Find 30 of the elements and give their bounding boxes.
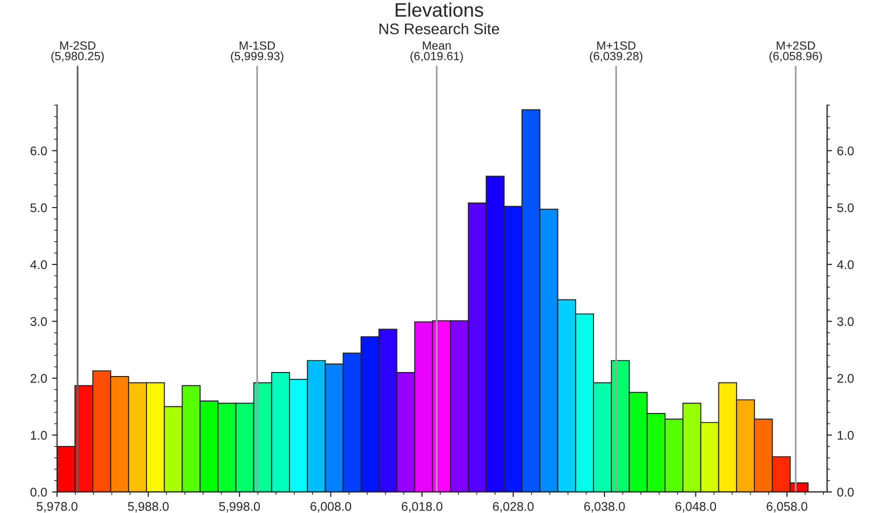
y2-tick-label: 0.0 <box>837 488 854 497</box>
x-tick-label: 5,988.0 <box>128 502 169 512</box>
y2-tick-label: 6.0 <box>837 146 854 156</box>
x-tick-label: 6,008.0 <box>310 502 352 512</box>
y2-tick-label: 5.0 <box>837 203 854 212</box>
x-tick-label: 5,978.0 <box>36 502 78 512</box>
x-tick-label: 6,048.0 <box>675 502 716 512</box>
y2-tick-label: 1.0 <box>838 430 854 440</box>
y-tick-label: 3.0 <box>30 317 47 326</box>
y2-tick-label: 2.0 <box>837 374 854 383</box>
y2-tick-label: 3.0 <box>837 317 854 326</box>
y-tick-label: 4.0 <box>30 260 47 270</box>
x-tick-label: 6,038.0 <box>584 502 625 512</box>
ref-line-label: M+2SD (6,058.96) <box>770 41 822 63</box>
y-tick-label: 2.0 <box>30 374 47 383</box>
y-tick-label: 1.0 <box>30 430 47 440</box>
y-tick-label: 0.0 <box>30 488 47 497</box>
chart-subtitle: NS Research Site <box>380 23 500 34</box>
ref-line-label: M-1SD (5,999.93) <box>230 41 284 63</box>
x-tick-label: 6,018.0 <box>402 502 442 512</box>
y-tick-label: 5.0 <box>30 203 47 212</box>
x-tick-label: 6,058.0 <box>766 502 808 512</box>
ref-line-label: M+1SD (6,039.28) <box>590 41 642 63</box>
x-tick-label: 6,028.0 <box>493 502 534 512</box>
x-tick-label: 5,998.0 <box>219 502 260 512</box>
chart-title: Elevations <box>396 2 484 17</box>
y2-tick-label: 4.0 <box>837 260 854 270</box>
y-tick-label: 6.0 <box>30 146 47 156</box>
ref-line-label: Mean (6,019.61) <box>410 41 463 63</box>
ref-line-label: M-2SD (5,980.25) <box>51 41 104 63</box>
